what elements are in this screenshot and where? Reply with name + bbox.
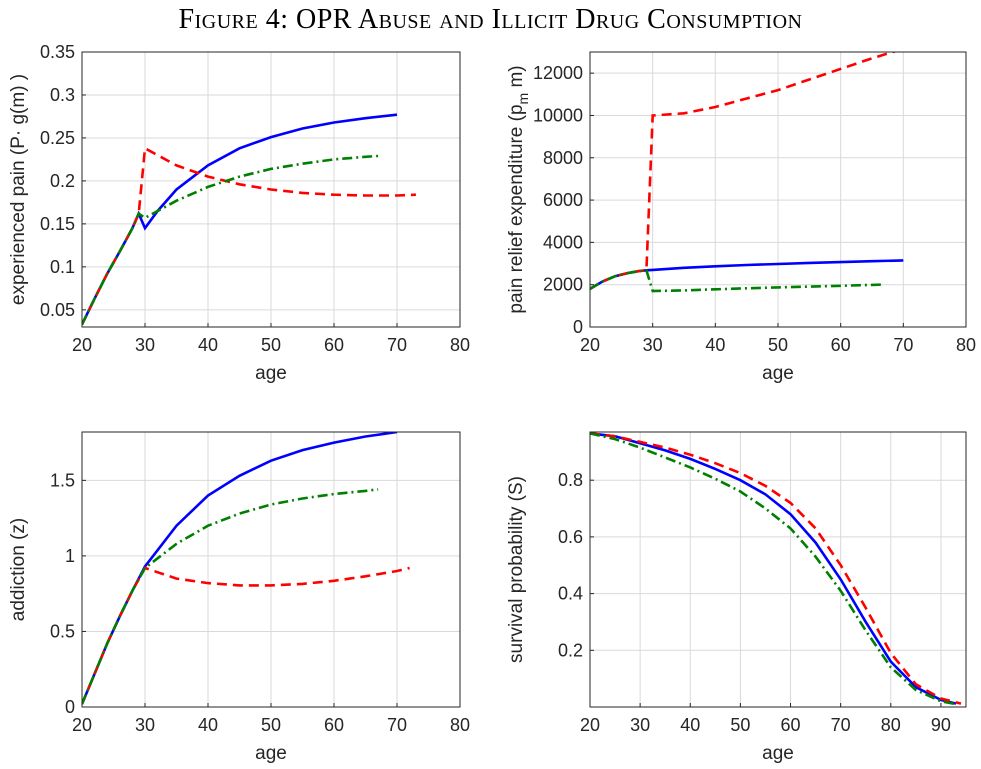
series-line-dashdot [82, 488, 379, 705]
subplot-1: 20 30 40 50 60 70 80 0.05 0.1 0.15 0.2 0.25 0.3 0.35 a… [8, 42, 470, 384]
x-tick-label: 40 [705, 335, 725, 355]
y-tick-label: 0.15 [40, 214, 75, 234]
y-tick-label: 12000 [533, 63, 583, 83]
y-axis-label: survival probability (S) [506, 476, 527, 663]
y-tick-label: 4000 [543, 232, 583, 252]
y-tick-label: 0.2 [50, 171, 75, 191]
x-axis-label: age [255, 363, 287, 384]
x-tick-label: 60 [781, 715, 801, 735]
series-line-solid [82, 113, 398, 325]
x-tick-label: 80 [881, 715, 901, 735]
x-tick-label: 80 [450, 715, 470, 735]
x-tick-label: 90 [931, 715, 951, 735]
y-axis-label: experienced pain (P· g(m) ) [8, 74, 29, 305]
x-tick-label: 20 [580, 715, 600, 735]
x-tick-label: 70 [831, 715, 851, 735]
y-tick-label: 0.4 [558, 584, 583, 604]
series-line-dashed [590, 52, 898, 291]
x-tick-label: 20 [72, 335, 92, 355]
x-axis-label: age [762, 743, 794, 764]
series-line-dashed [590, 432, 962, 705]
y-tick-label: 0.25 [40, 128, 75, 148]
x-tick-label: 30 [135, 335, 155, 355]
x-tick-label: 70 [387, 715, 407, 735]
x-tick-label: 70 [893, 335, 913, 355]
subplot-2: 20 30 40 50 60 70 80 0 2000 4000 6000 8000 10000 1200… [506, 51, 976, 384]
series-line-dashed [82, 566, 410, 705]
x-tick-label: 40 [198, 335, 218, 355]
x-tick-label: 50 [768, 335, 788, 355]
series-line-dashdot [82, 154, 379, 325]
x-tick-label: 50 [261, 335, 281, 355]
x-tick-label: 40 [198, 715, 218, 735]
x-tick-label: 30 [135, 715, 155, 735]
x-tick-label: 20 [580, 335, 600, 355]
series-line-solid [590, 432, 957, 705]
y-axis-label: pain relief expenditure (pm m) [506, 65, 531, 313]
x-axis-label: age [255, 743, 287, 764]
x-tick-label: 30 [630, 715, 650, 735]
x-tick-label: 30 [643, 335, 663, 355]
y-tick-label: 0.1 [50, 257, 75, 277]
x-tick-label: 60 [831, 335, 851, 355]
x-tick-label: 50 [261, 715, 281, 735]
y-tick-label: 1 [65, 546, 75, 566]
y-tick-label: 6000 [543, 190, 583, 210]
x-tick-label: 80 [956, 335, 976, 355]
y-tick-label: 1.5 [50, 470, 75, 490]
x-tick-label: 50 [730, 715, 750, 735]
y-tick-label: 0 [65, 697, 75, 717]
series-line-dashdot [590, 432, 957, 706]
y-tick-label: 0.5 [50, 621, 75, 641]
x-tick-label: 20 [72, 715, 92, 735]
y-tick-label: 2000 [543, 275, 583, 295]
subplot-4: 20 30 40 50 60 70 80 90 0.2 0.4 0.6 0.8 age survival … [506, 431, 967, 764]
y-tick-label: 0.8 [558, 470, 583, 490]
y-tick-label: 0.35 [40, 42, 75, 62]
y-tick-label: 0.2 [558, 640, 583, 660]
subplot-3: 20 30 40 50 60 70 80 0 0.5 1 1.5 age addiction (z) [8, 431, 470, 764]
y-tick-label: 0.6 [558, 527, 583, 547]
x-tick-label: 60 [324, 715, 344, 735]
figure-title: Figure 4: OPR Abuse and Illicit Drug Con… [178, 4, 803, 35]
y-tick-label: 8000 [543, 148, 583, 168]
y-tick-label: 0 [573, 317, 583, 337]
x-axis-label: age [762, 363, 794, 384]
y-axis-label: addiction (z) [8, 518, 29, 622]
series-line-solid [82, 432, 398, 705]
y-tick-label: 0.3 [50, 85, 75, 105]
x-tick-label: 40 [680, 715, 700, 735]
x-tick-label: 80 [450, 335, 470, 355]
x-tick-label: 60 [324, 335, 344, 355]
x-tick-label: 70 [387, 335, 407, 355]
axes-box [589, 431, 967, 708]
y-tick-label: 10000 [533, 105, 583, 125]
y-tick-label: 0.05 [40, 300, 75, 320]
